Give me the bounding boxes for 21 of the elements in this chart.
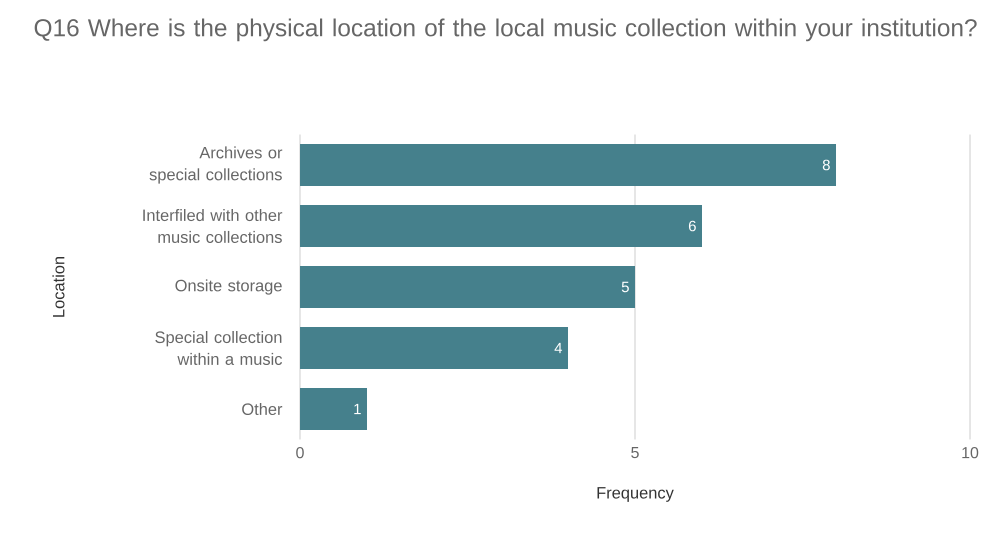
bar — [300, 144, 836, 186]
data-label: 6 — [688, 220, 696, 232]
bar — [300, 388, 368, 430]
x-axis-title: Frequency — [598, 487, 674, 502]
y-tick-label: Interfiled with other music collections — [143, 209, 282, 243]
x-tick-label: 0 — [296, 447, 304, 458]
data-label: 5 — [622, 282, 629, 292]
bar — [300, 326, 568, 369]
y-tick-label: Other — [242, 402, 282, 416]
y-tick-label: Special collection within a music — [155, 331, 282, 365]
y-axis-title: Location — [52, 256, 64, 317]
bar — [300, 204, 702, 247]
data-label: 1 — [354, 404, 361, 414]
bar — [300, 266, 636, 308]
y-tick-label: Archives or special collections — [150, 146, 282, 184]
data-label: 4 — [554, 342, 562, 354]
x-tick-label: 10 — [962, 447, 978, 458]
data-label: 8 — [822, 160, 830, 170]
y-tick-label: Onsite storage — [175, 279, 282, 295]
x-tick-label: 5 — [631, 447, 639, 458]
chart-title: Q16 Where is the physical location of the local music collection within your institution? — [34, 18, 977, 42]
